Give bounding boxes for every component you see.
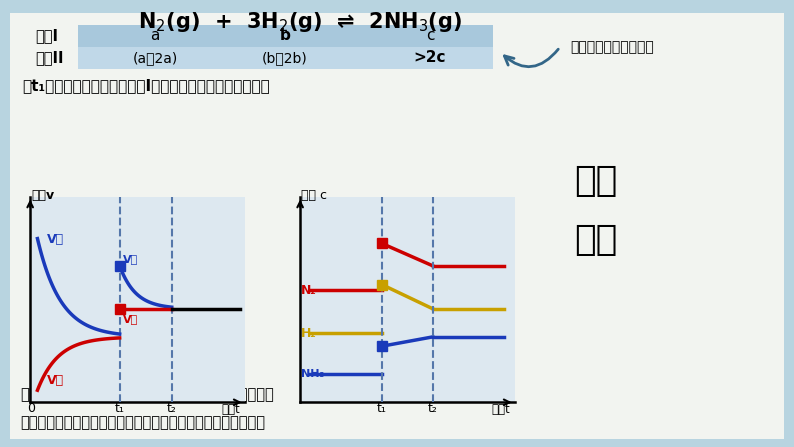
Text: t₁: t₁ (377, 402, 387, 415)
Text: 在t₁时刻（反应处于平衡状态I），我们将容器体积缩小一半: 在t₁时刻（反应处于平衡状态I），我们将容器体积缩小一半 (22, 79, 270, 93)
Text: b: b (279, 29, 291, 43)
Text: (b～2b): (b～2b) (262, 51, 308, 65)
Text: 时间t: 时间t (222, 403, 241, 416)
Text: 平衡II: 平衡II (35, 51, 64, 66)
Text: 加压平衡右移的结果：正逆速率都增大、反应物转化率增大、所有: 加压平衡右移的结果：正逆速率都增大、反应物转化率增大、所有 (20, 388, 274, 402)
Text: a: a (150, 29, 160, 43)
Text: H₂: H₂ (301, 327, 317, 340)
Text: NH₃: NH₃ (301, 369, 325, 379)
Text: 断点: 断点 (574, 223, 618, 257)
Text: V正: V正 (47, 233, 64, 246)
Text: t₁: t₁ (114, 402, 125, 415)
Text: V逆: V逆 (123, 314, 138, 324)
Text: 物质浓度都变大、反应物体积分数减小、生成物体积分数增大。: 物质浓度都变大、反应物体积分数减小、生成物体积分数增大。 (20, 416, 265, 430)
Text: >2c: >2c (414, 51, 446, 66)
Bar (78, 47, 493, 69)
Text: N₂: N₂ (301, 284, 317, 297)
Text: 浓度 c: 浓度 c (301, 189, 327, 202)
Text: 加压（体积缩小一半）: 加压（体积缩小一半） (570, 40, 653, 54)
Text: 速率v: 速率v (31, 189, 54, 202)
Text: 全部: 全部 (574, 164, 618, 198)
Text: c: c (426, 29, 434, 43)
Bar (78, 25, 493, 47)
Text: V逆: V逆 (47, 374, 64, 387)
Text: 时间t: 时间t (491, 403, 511, 416)
Text: t₂: t₂ (428, 402, 437, 415)
Text: t₂: t₂ (167, 402, 176, 415)
Text: (a～2a): (a～2a) (133, 51, 178, 65)
Text: 平衡I: 平衡I (35, 29, 58, 43)
Text: 0: 0 (27, 402, 35, 415)
Text: V正: V正 (123, 254, 138, 264)
FancyArrowPatch shape (504, 49, 558, 67)
Text: N$_2$(g)  +  3H$_2$(g)  ⇌  2NH$_3$(g): N$_2$(g) + 3H$_2$(g) ⇌ 2NH$_3$(g) (138, 10, 462, 34)
